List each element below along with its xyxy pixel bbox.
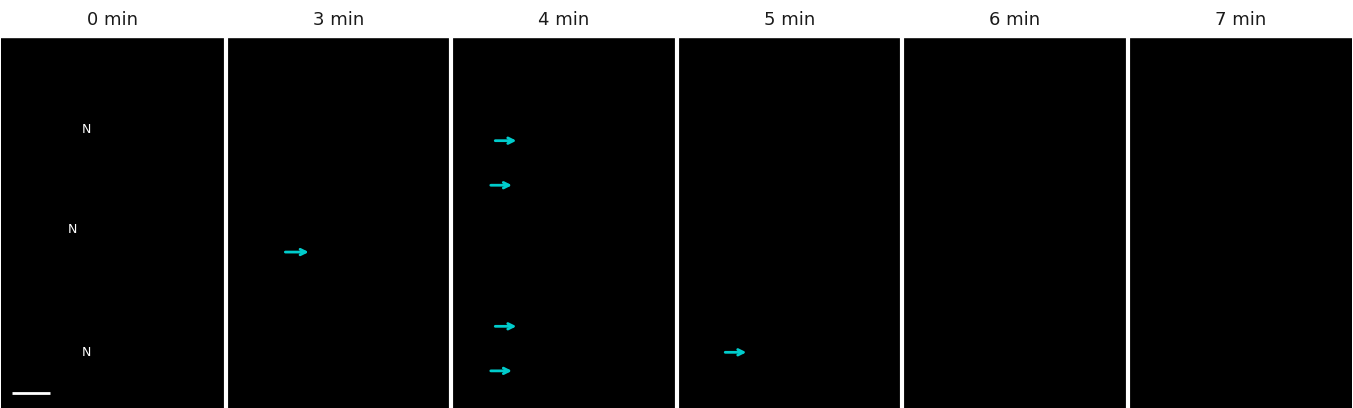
Text: N: N (68, 223, 77, 236)
Text: N: N (81, 346, 91, 359)
Text: N: N (81, 123, 91, 136)
Text: 3 min: 3 min (313, 11, 364, 29)
Text: 4 min: 4 min (538, 11, 590, 29)
Text: 6 min: 6 min (989, 11, 1040, 29)
Text: 0 min: 0 min (87, 11, 138, 29)
Text: 5 min: 5 min (763, 11, 815, 29)
Text: 7 min: 7 min (1215, 11, 1266, 29)
